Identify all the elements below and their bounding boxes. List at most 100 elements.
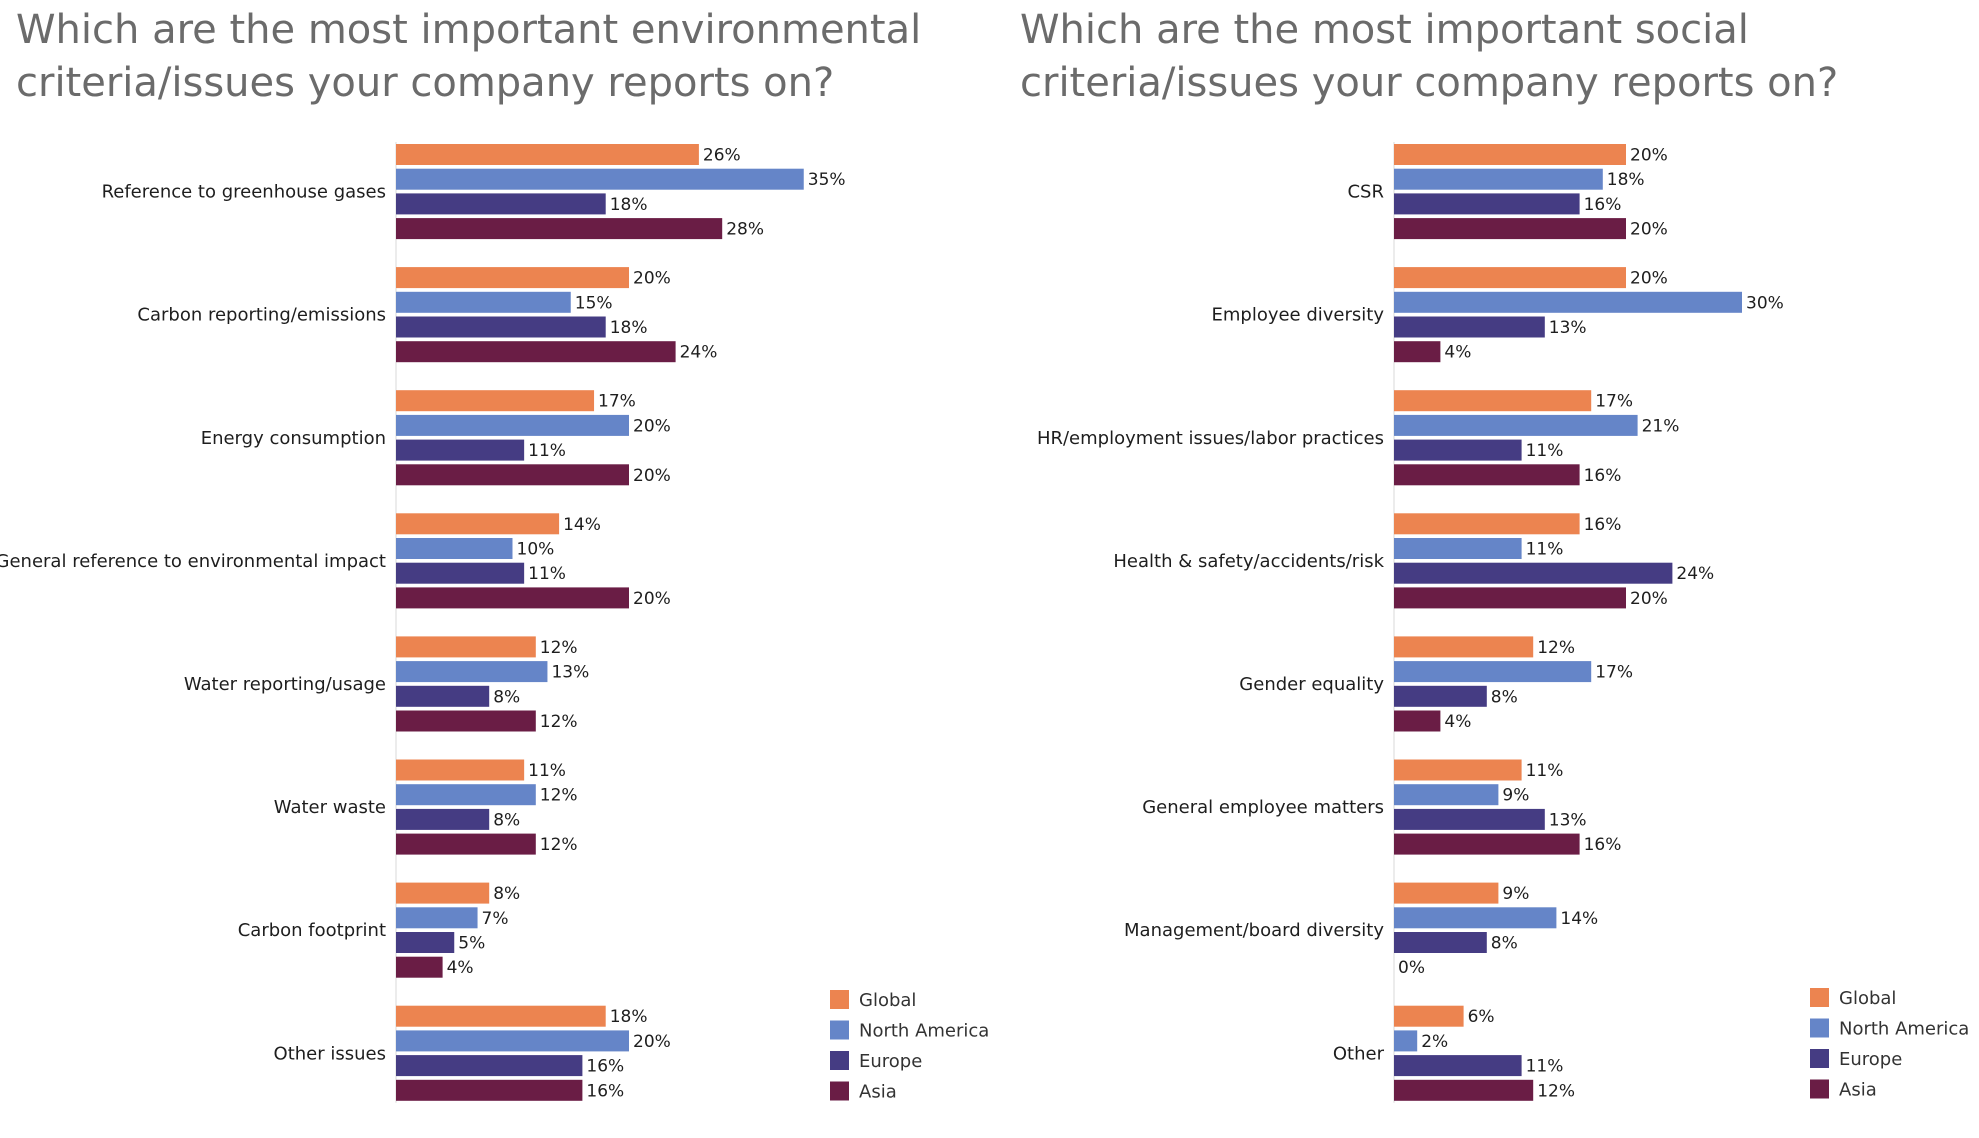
value-label-management-board-diversity-asia: 0% (1398, 958, 1425, 978)
value-label-csr-asia: 20% (1630, 220, 1668, 240)
category-label-employee-diversity: Employee diversity (1211, 305, 1384, 326)
value-label-management-board-diversity-global: 9% (1502, 884, 1529, 904)
bar-water-reporting-usage-europe (396, 685, 490, 707)
category-label-csr: CSR (1347, 182, 1384, 203)
bar-water-reporting-usage-global (396, 636, 536, 658)
bar-water-waste-global (396, 759, 525, 781)
value-label-hr-employment-issues-labor-practices-global: 17% (1595, 392, 1633, 412)
bar-general-employee-matters-asia (1394, 833, 1580, 855)
category-label-carbon-footprint: Carbon footprint (238, 920, 386, 941)
value-label-general-reference-to-environmental-impact-north-america: 10% (517, 540, 555, 560)
value-label-reference-to-greenhouse-gases-asia: 28% (726, 220, 764, 240)
category-label-reference-to-greenhouse-gases: Reference to greenhouse gases (102, 182, 386, 203)
bar-carbon-footprint-europe (396, 932, 455, 953)
value-label-other-global: 6% (1468, 1007, 1495, 1027)
bar-other-issues-north-america (396, 1030, 629, 1052)
value-label-health-safety-accidents-risk-asia: 20% (1630, 589, 1668, 609)
environmental-bar-chart: Reference to greenhouse gases 26% 35% 18% 28… (0, 142, 989, 1103)
category-label-carbon-reporting-emissions: Carbon reporting/emissions (137, 305, 386, 326)
value-label-energy-consumption-north-america: 20% (633, 416, 671, 436)
value-label-reference-to-greenhouse-gases-europe: 18% (610, 195, 648, 215)
environmental-chart-panel: Which are the most important environment… (0, 7, 989, 1103)
category-label-gender-equality: Gender equality (1239, 674, 1384, 695)
legend-swatch-europe (1810, 1049, 1829, 1068)
value-label-hr-employment-issues-labor-practices-asia: 16% (1584, 466, 1622, 486)
value-label-general-employee-matters-global: 11% (1526, 761, 1564, 781)
legend-label-global: Global (1839, 988, 1896, 1009)
bar-other-issues-global (396, 1005, 606, 1027)
value-label-employee-diversity-europe: 13% (1549, 318, 1587, 338)
bar-reference-to-greenhouse-gases-europe (396, 193, 606, 215)
value-label-other-issues-asia: 16% (586, 1081, 624, 1101)
value-label-employee-diversity-asia: 4% (1444, 343, 1471, 363)
value-label-csr-north-america: 18% (1607, 170, 1645, 190)
value-label-csr-global: 20% (1630, 146, 1668, 166)
bar-health-safety-accidents-risk-north-america (1394, 538, 1522, 559)
bar-carbon-reporting-emissions-global (396, 267, 629, 289)
category-label-hr-employment-issues-labor-practices: HR/employment issues/labor practices (1037, 428, 1384, 449)
value-label-carbon-footprint-global: 8% (493, 884, 520, 904)
bar-carbon-footprint-global (396, 882, 490, 904)
value-label-carbon-footprint-europe: 5% (458, 934, 485, 954)
bar-gender-equality-asia (1394, 710, 1441, 732)
value-label-general-employee-matters-north-america: 9% (1502, 786, 1529, 806)
value-label-water-reporting-usage-global: 12% (540, 638, 578, 658)
value-label-other-issues-north-america: 20% (633, 1032, 671, 1052)
bar-carbon-reporting-emissions-north-america (396, 291, 571, 313)
value-label-general-employee-matters-europe: 13% (1549, 810, 1587, 830)
bar-reference-to-greenhouse-gases-north-america (396, 168, 804, 190)
bar-csr-europe (1394, 193, 1580, 215)
value-label-water-reporting-usage-asia: 12% (540, 712, 578, 732)
bar-water-waste-europe (396, 808, 490, 830)
legend-label-north-america: North America (1839, 1019, 1969, 1040)
legend-label-asia: Asia (859, 1082, 897, 1103)
value-label-management-board-diversity-north-america: 14% (1560, 909, 1598, 929)
bar-water-waste-asia (396, 833, 536, 855)
value-label-water-waste-europe: 8% (493, 810, 520, 830)
bar-carbon-reporting-emissions-asia (396, 341, 676, 363)
category-label-other-issues: Other issues (274, 1043, 386, 1064)
value-label-health-safety-accidents-risk-global: 16% (1584, 515, 1622, 535)
social-chart-panel: Which are the most important social crit… (990, 0, 1979, 1138)
bar-general-employee-matters-global (1394, 759, 1522, 781)
value-label-other-europe: 11% (1526, 1057, 1564, 1077)
bar-reference-to-greenhouse-gases-global (396, 144, 699, 165)
legend-label-asia: Asia (1839, 1080, 1877, 1101)
bar-other-asia (1394, 1079, 1534, 1101)
bar-general-reference-to-environmental-impact-europe (396, 562, 525, 584)
bar-general-reference-to-environmental-impact-north-america (396, 538, 513, 559)
bar-hr-employment-issues-labor-practices-global (1394, 390, 1592, 412)
value-label-water-reporting-usage-europe: 8% (493, 687, 520, 707)
category-label-water-waste: Water waste (274, 797, 386, 818)
legend-swatch-global (1810, 988, 1829, 1007)
social-chart-title: Which are the most important social crit… (1020, 7, 1839, 106)
value-label-employee-diversity-north-america: 30% (1746, 293, 1784, 313)
value-label-health-safety-accidents-risk-europe: 24% (1676, 564, 1714, 584)
bar-carbon-footprint-north-america (396, 907, 478, 929)
value-label-energy-consumption-global: 17% (598, 392, 636, 412)
legend-label-europe: Europe (859, 1051, 922, 1072)
bar-gender-equality-global (1394, 636, 1534, 658)
category-label-health-safety-accidents-risk: Health & safety/accidents/risk (1113, 551, 1384, 572)
category-label-management-board-diversity: Management/board diversity (1124, 920, 1384, 941)
bar-water-reporting-usage-north-america (396, 661, 548, 683)
bar-energy-consumption-global (396, 390, 595, 412)
environmental-chart-title: Which are the most important environment… (16, 7, 922, 106)
value-label-gender-equality-asia: 4% (1444, 712, 1471, 732)
value-label-general-reference-to-environmental-impact-global: 14% (563, 515, 601, 535)
bar-csr-asia (1394, 218, 1626, 240)
value-label-carbon-reporting-emissions-global: 20% (633, 269, 671, 289)
value-label-energy-consumption-asia: 20% (633, 466, 671, 486)
bar-other-global (1394, 1005, 1464, 1027)
category-label-water-reporting-usage: Water reporting/usage (184, 674, 386, 695)
bar-other-europe (1394, 1055, 1522, 1077)
bar-other-issues-asia (396, 1079, 583, 1101)
bar-general-employee-matters-north-america (1394, 784, 1499, 806)
bar-employee-diversity-global (1394, 267, 1626, 289)
legend-label-global: Global (859, 990, 916, 1011)
bar-csr-north-america (1394, 168, 1603, 190)
bar-water-waste-north-america (396, 784, 536, 806)
social-bar-chart: CSR 20% 18% 16% 20% Employee diversity 20% 30% 1… (1037, 142, 1969, 1103)
value-label-carbon-reporting-emissions-asia: 24% (680, 343, 718, 363)
bar-energy-consumption-asia (396, 464, 629, 486)
